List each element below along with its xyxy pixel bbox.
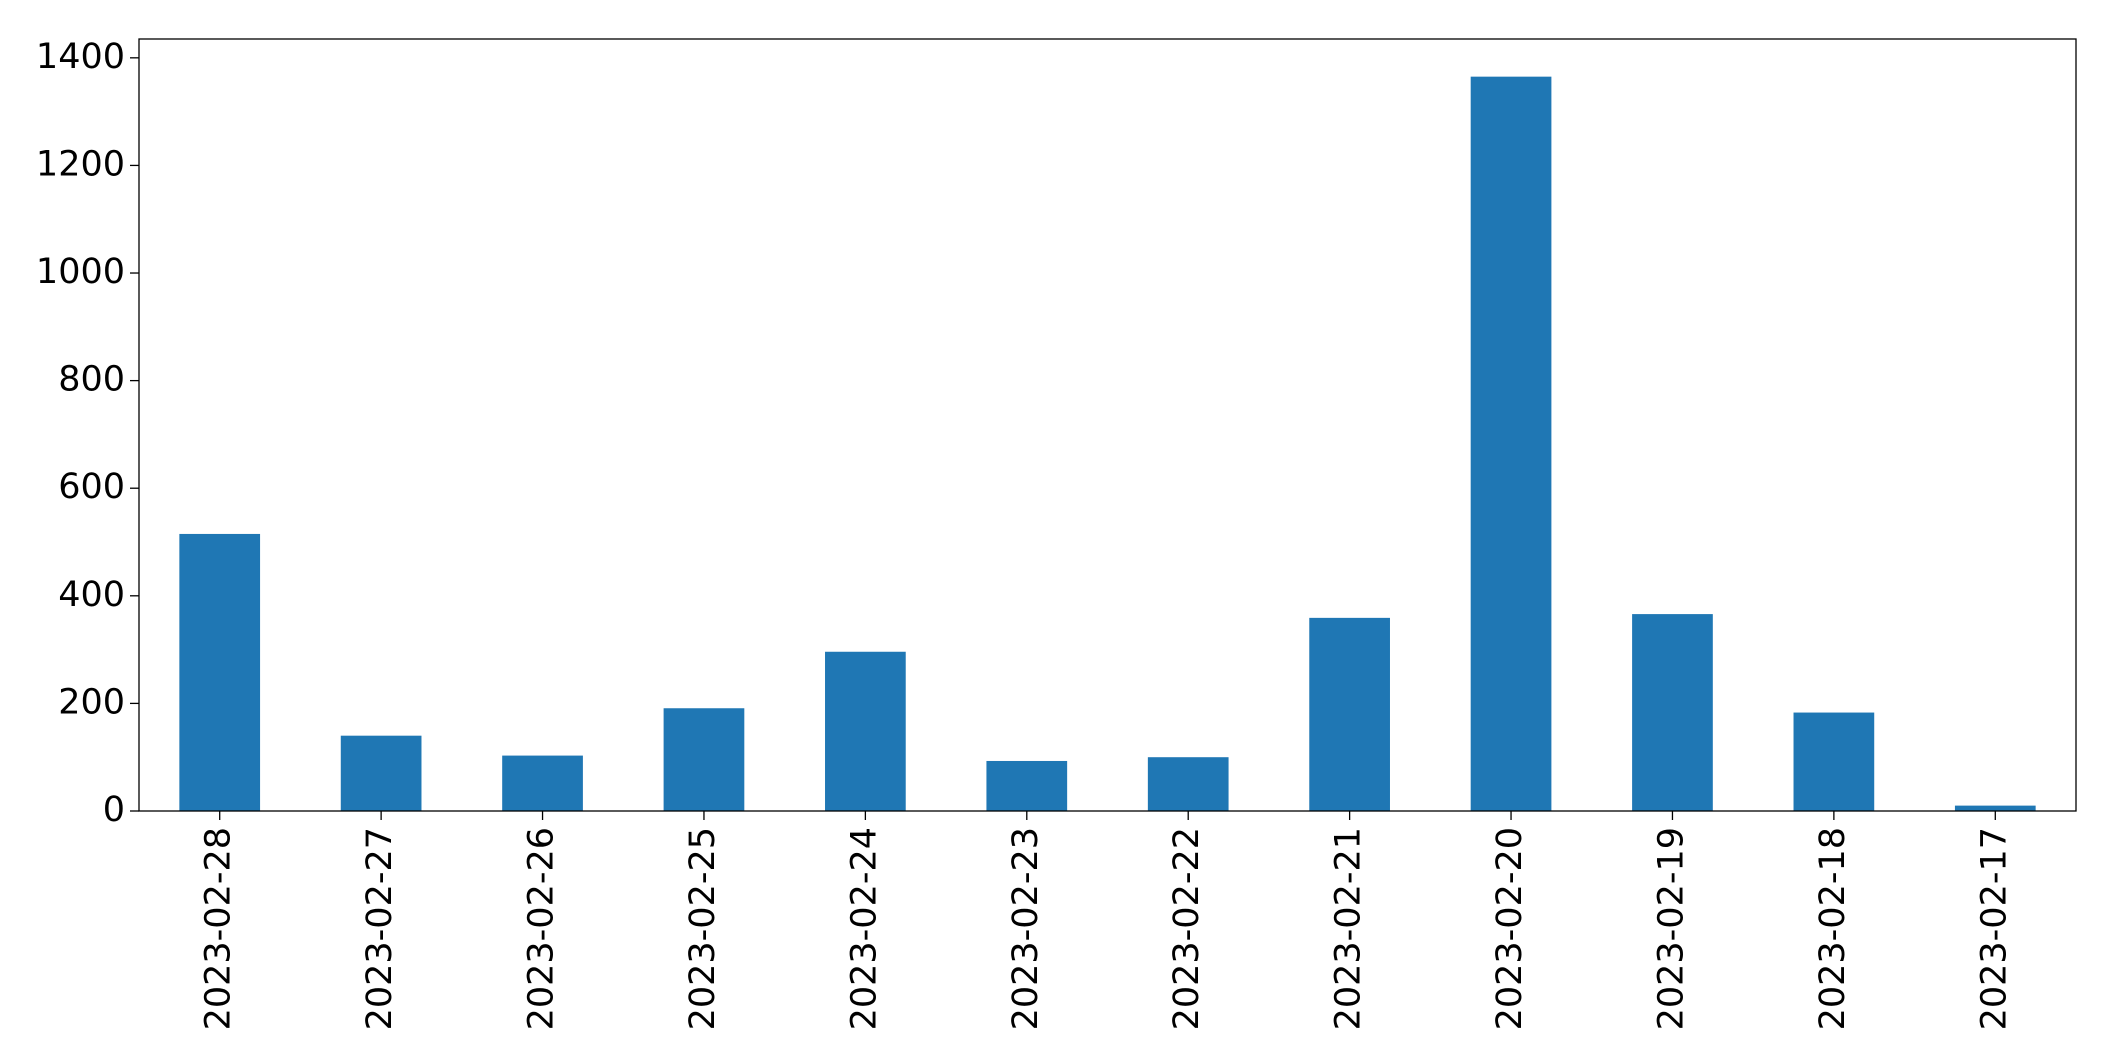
x-tick-label: 2023-02-27 — [360, 827, 400, 1030]
y-tick-label: 0 — [103, 790, 125, 830]
bar — [179, 533, 261, 811]
y-tick-label: 800 — [58, 360, 125, 400]
bar — [663, 708, 745, 811]
x-tick-label: 2023-02-21 — [1329, 827, 1369, 1030]
y-tick-label: 1200 — [36, 144, 125, 184]
x-tick-label: 2023-02-25 — [683, 827, 723, 1030]
bar — [1470, 76, 1552, 811]
bar — [1632, 614, 1713, 811]
x-tick-label: 2023-02-22 — [1167, 827, 1207, 1030]
x-tick-label: 2023-02-23 — [1006, 827, 1046, 1030]
y-tick-label: 200 — [58, 682, 125, 722]
bar — [986, 760, 1068, 811]
x-tick-label: 2023-02-24 — [844, 827, 884, 1030]
y-tick-label: 1400 — [36, 37, 125, 77]
y-tick-label: 400 — [58, 575, 125, 615]
x-tick-label: 2023-02-28 — [199, 827, 239, 1030]
bar — [825, 651, 906, 811]
y-tick-label: 1000 — [36, 252, 125, 292]
x-tick-label: 2023-02-17 — [1974, 827, 2014, 1030]
bar — [1793, 712, 1875, 811]
bar — [340, 735, 422, 811]
bar — [502, 755, 583, 811]
x-tick-label: 2023-02-20 — [1490, 827, 1530, 1030]
y-tick-label: 600 — [58, 467, 125, 507]
x-tick-label: 2023-02-18 — [1813, 827, 1853, 1030]
bar — [1954, 805, 2036, 811]
bar — [1309, 617, 1390, 811]
bar — [1147, 757, 1229, 811]
plot-frame — [138, 38, 2077, 812]
x-tick-label: 2023-02-19 — [1651, 827, 1691, 1030]
x-tick-label: 2023-02-26 — [522, 827, 562, 1030]
